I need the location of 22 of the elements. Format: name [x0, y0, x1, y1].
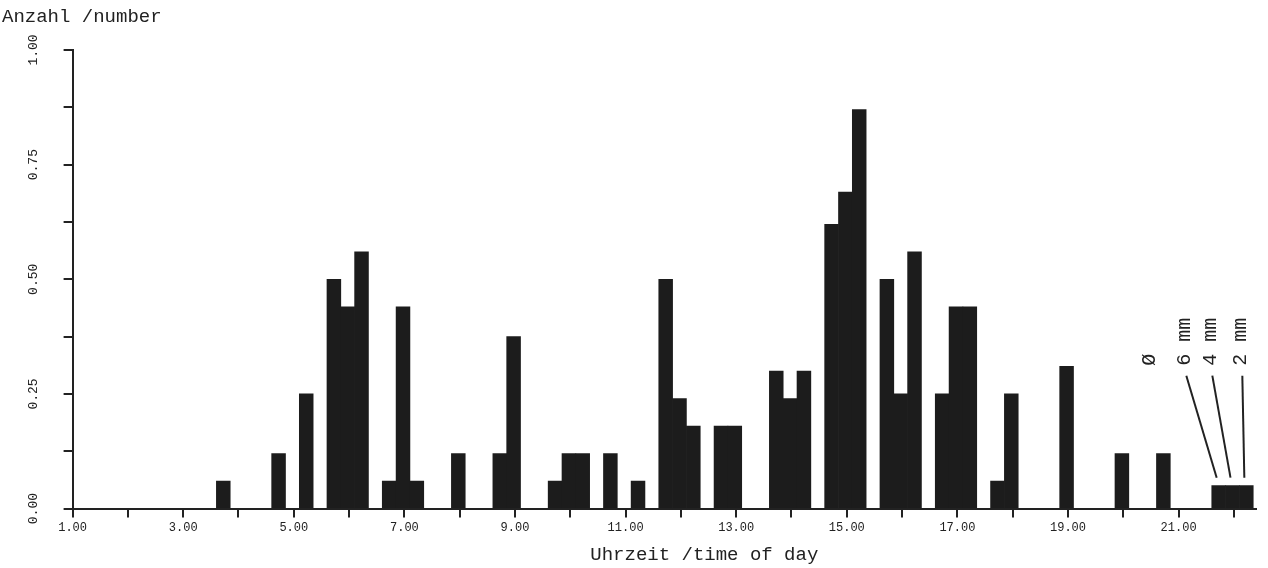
x-tick-label: 11.00 [607, 520, 644, 535]
x-tick-label: 19.00 [1049, 520, 1086, 535]
annotation: 6 mm [1172, 317, 1196, 366]
annotation: 2 mm [1228, 317, 1252, 366]
x-tick-label: 17.00 [939, 520, 976, 535]
y-tick-label: 0.00 [26, 492, 42, 525]
y-tick-label: 0.50 [26, 263, 42, 295]
x-tick-label: 5.00 [279, 520, 309, 535]
x-axis-title: Uhrzeit /time of day [590, 544, 819, 566]
x-tick-label: 13.00 [718, 520, 755, 535]
annotation: 4 mm [1198, 317, 1222, 366]
x-tick-label: 3.00 [168, 520, 198, 535]
x-tick-label: 15.00 [828, 520, 865, 535]
annotation: Ø [1137, 353, 1161, 366]
y-axis-title: Anzahl /number [2, 6, 162, 28]
y-tick-label: 0.25 [26, 378, 42, 410]
y-tick-label: 1.00 [26, 34, 42, 66]
x-tick-label: 9.00 [500, 520, 530, 535]
x-tick-label: 21.00 [1160, 520, 1197, 535]
x-tick-label: 7.00 [389, 520, 419, 535]
x-tick-label: 1.00 [58, 520, 88, 535]
y-tick-label: 0.75 [26, 149, 42, 181]
